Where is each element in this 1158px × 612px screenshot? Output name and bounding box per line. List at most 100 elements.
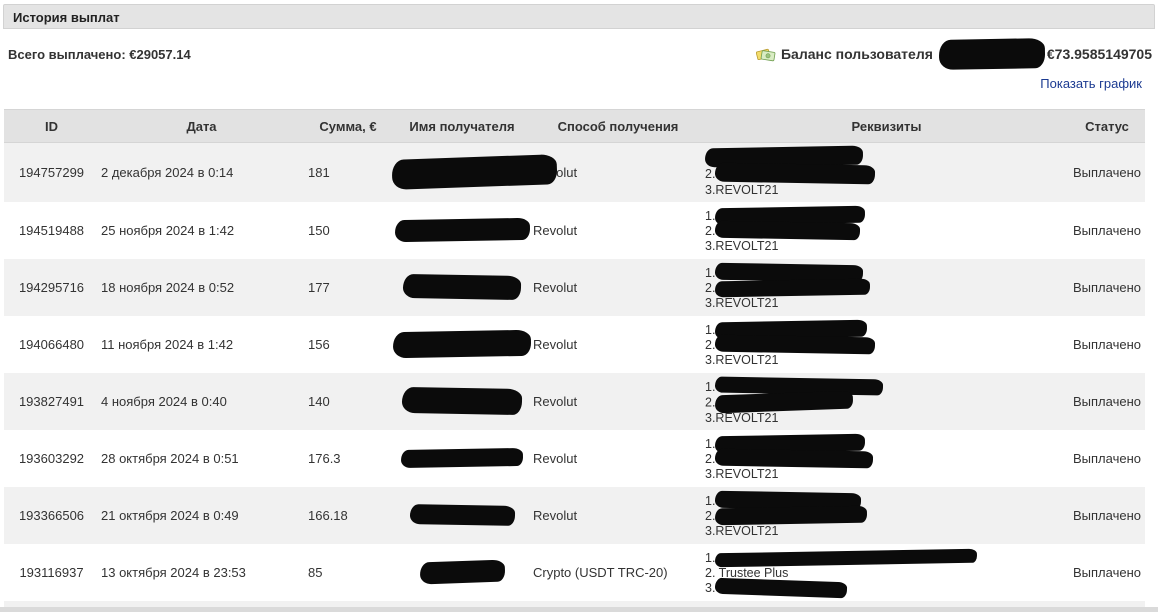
cell-id: 193366506 [18, 508, 85, 523]
col-header-id: ID [4, 109, 99, 143]
summary-row: Всего выплачено: €29057.14 Баланс пользо… [0, 29, 1158, 70]
table-row: 193116937 13 октября 2024 в 23:53 85 Cry… [4, 544, 1145, 601]
cell-date: 28 октября 2024 в 0:51 [101, 451, 239, 466]
balance-label: Баланс пользователя [780, 46, 933, 62]
cell-amount: 140 [308, 394, 330, 409]
requisites-line: 2. [705, 278, 1069, 298]
redaction [715, 548, 978, 567]
cell-requisites: 2. 3.REVOLT21 [704, 143, 1069, 203]
col-header-recipient: Имя получателя [392, 109, 532, 143]
table-row: 194295716 18 ноября 2024 в 0:52 177 Revo… [4, 259, 1145, 316]
requisites-line: 2. [705, 162, 1069, 185]
cell-status: Выплачено [1073, 280, 1141, 295]
requisites-line: 3.REVOLT21 [705, 239, 779, 254]
cell-amount: 181 [308, 165, 330, 180]
requisites-line: 2. [705, 220, 1069, 241]
cell-amount: 85 [308, 565, 323, 580]
table-row: 194066480 11 ноября 2024 в 1:42 156 Revo… [4, 316, 1145, 373]
requisites-line: 1. [705, 548, 1069, 567]
cell-status: Выплачено [1073, 508, 1141, 523]
cell-id: 194066480 [18, 337, 85, 352]
redaction [715, 334, 876, 355]
col-header-date: Дата [99, 109, 304, 143]
table-row: 194519488 25 ноября 2024 в 1:42 150 Revo… [4, 202, 1145, 259]
cell-method: Revolut [533, 280, 578, 295]
col-header-status: Статус [1069, 109, 1145, 143]
redaction [715, 505, 868, 526]
cell-date: 2 декабря 2024 в 0:14 [101, 165, 234, 180]
redaction [400, 447, 524, 468]
requisites-line: 1. [705, 376, 1069, 396]
cell-recipient [392, 487, 532, 544]
redaction [715, 448, 874, 469]
cell-method: Revolut [533, 337, 578, 352]
cell-recipient [392, 202, 532, 259]
cell-recipient [392, 259, 532, 316]
cell-recipient [392, 373, 532, 430]
requisites-line: 3.REVOLT21 [705, 524, 779, 539]
redaction [715, 577, 848, 599]
cell-status: Выплачено [1073, 223, 1141, 238]
requisites-line: 3.REVOLT21 [705, 410, 779, 425]
cell-recipient [391, 143, 558, 203]
total-paid-text: Всего выплачено: €29057.14 [8, 46, 191, 62]
redaction [401, 386, 523, 415]
user-balance: Баланс пользователя €73.9585149705 [755, 38, 1152, 70]
next-section-divider [0, 607, 1158, 612]
requisites-line: 3.REVOLT21 [705, 467, 779, 482]
chart-link-row: Показать график [0, 69, 1158, 95]
requisites-line: 2. [705, 505, 1069, 526]
cell-amount: 177 [308, 280, 330, 295]
requisites-line: 3.REVOLT21 [705, 296, 779, 311]
cell-id: 193603292 [18, 451, 85, 466]
requisites-line: 1. [705, 205, 1069, 226]
cell-recipient [392, 544, 532, 601]
redaction [392, 329, 532, 358]
table-row: 1. [4, 601, 1145, 612]
table-row: 193603292 28 октября 2024 в 0:51 176.3 R… [4, 430, 1145, 487]
cell-requisites: 1. 2. 3.REVOLT21 [704, 430, 1069, 487]
requisites-line: 3.REVOLT21 [705, 183, 779, 197]
cell-recipient [392, 316, 532, 373]
table-row: 194757299 2 декабря 2024 в 0:14 181 Revo… [4, 142, 1145, 203]
requisites-line: 1. [705, 319, 1069, 340]
requisites-line: 1. [705, 262, 1069, 283]
cell-status: Выплачено [1073, 165, 1141, 180]
cell-amount: 156 [308, 337, 330, 352]
requisites-line: 2. [705, 448, 1069, 469]
redaction [391, 153, 558, 190]
cell-requisites: 1. 2. 3.REVOLT21 [704, 259, 1069, 316]
cell-id: 194519488 [18, 223, 85, 238]
cell-id: 193116937 [19, 565, 84, 580]
cell-status: Выплачено [1073, 337, 1141, 352]
redaction [715, 220, 861, 241]
cell-requisites: 1. 2. 3.REVOLT21 [704, 487, 1069, 544]
panel-title: История выплат [3, 4, 1155, 29]
cell-status: Выплачено [1073, 451, 1141, 466]
cell-amount: 176.3 [308, 451, 341, 466]
cell-amount: 150 [308, 223, 330, 238]
payout-table: ID Дата Сумма, € Имя получателя Способ п… [4, 109, 1145, 612]
cell-id: 194295716 [18, 280, 85, 295]
redaction [715, 278, 871, 298]
cell-method: Revolut [533, 223, 578, 238]
cell-date: 25 ноября 2024 в 1:42 [101, 223, 235, 238]
cell-method: Revolut [533, 508, 578, 523]
show-chart-link[interactable]: Показать график [1040, 76, 1142, 91]
cell-method: Crypto (USDT TRC-20) [533, 565, 668, 580]
cell-requisites: 1. 2. 3.REVOLT21 [704, 316, 1069, 373]
cell-method: Revolut [532, 143, 704, 203]
col-header-amount: Сумма, € [304, 109, 392, 143]
cell-status: Выплачено [1073, 565, 1141, 580]
requisites-line: 1. [705, 433, 1069, 454]
cell-requisites: 1. 2. 3.REVOLT21 [704, 373, 1069, 430]
cell-date: 11 ноября 2024 в 1:42 [101, 337, 234, 352]
table-header-row: ID Дата Сумма, € Имя получателя Способ п… [4, 109, 1145, 143]
cell-method: Revolut [533, 394, 578, 409]
col-header-method: Способ получения [532, 109, 704, 143]
redaction [715, 162, 876, 185]
table-row: 193366506 21 октября 2024 в 0:49 166.18 … [4, 487, 1145, 544]
table-row: 193827491 4 ноября 2024 в 0:40 140 Revol… [4, 373, 1145, 430]
cell-requisites: 1. 2. Trustee Plus 3. [704, 544, 1069, 601]
banknotes-icon [755, 46, 776, 63]
